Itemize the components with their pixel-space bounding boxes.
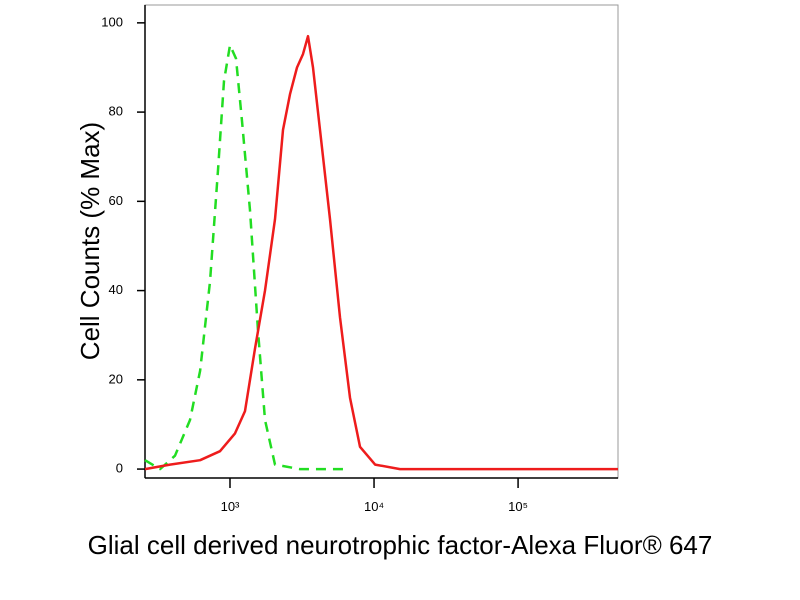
y-tick-label: 60 [109,193,123,208]
x-tick-label: 10³ [221,499,240,514]
x-axis-label: Glial cell derived neurotrophic factor-A… [87,530,713,560]
chart: Cell Counts (% Max) 0 20 40 60 80 100 10³ 10⁴ 10… [75,4,619,514]
y-tick-label: 0 [116,461,123,476]
y-axis-label: Cell Counts (% Max) [75,122,105,360]
x-tick-label: 10⁴ [364,499,384,514]
x-tick-label: 10⁵ [508,499,528,514]
plot-frame [144,4,619,479]
y-tick-label: 40 [109,282,123,297]
series-line [144,43,345,471]
y-tick-label: 20 [109,371,123,386]
series-line [144,34,618,471]
y-tick-label: 80 [109,104,123,119]
y-tick-label: 100 [101,14,123,29]
